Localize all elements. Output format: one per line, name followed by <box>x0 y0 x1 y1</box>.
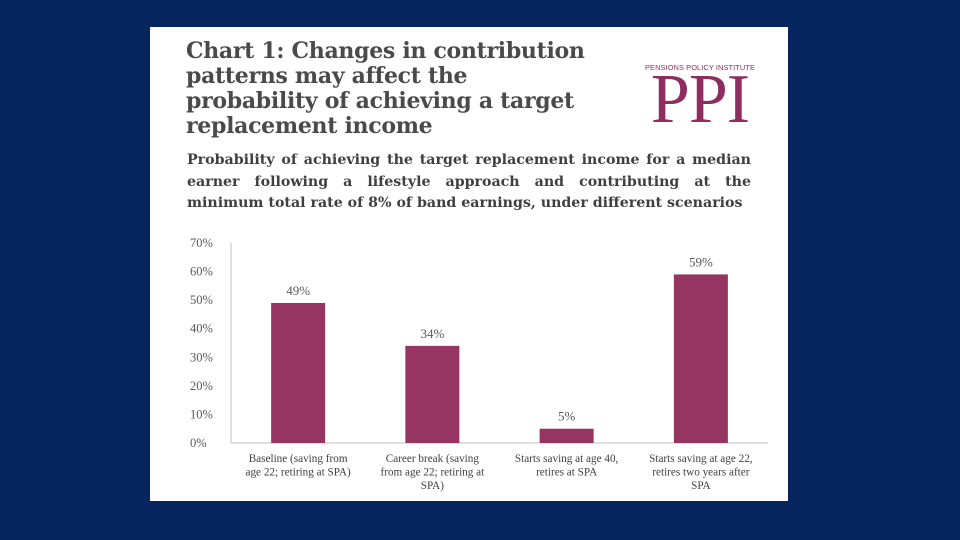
slide-title: Chart 1: Changes in contribution pattern… <box>186 39 626 139</box>
category-label: Starts saving at age 22, retires two year… <box>649 453 753 492</box>
logo-small-text: PENSIONS POLICY INSTITUTE <box>645 63 755 72</box>
y-tick-label: 10% <box>190 407 213 421</box>
category-label-line: retires two years after <box>652 467 749 479</box>
data-label: 5% <box>558 409 576 424</box>
slide-title-line: Chart 1: Changes in contribution <box>186 38 585 64</box>
category-label-line: SPA) <box>421 480 444 492</box>
category-label-line: Starts saving at age 22, <box>649 453 753 465</box>
ppi-logo: PENSIONS POLICY INSTITUTE PPI <box>638 63 762 135</box>
category-label-line: Baseline (saving from <box>249 453 348 465</box>
bar <box>539 428 594 443</box>
data-label: 59% <box>689 254 713 269</box>
y-tick-label: 50% <box>190 293 213 307</box>
y-tick-label: 60% <box>190 265 213 279</box>
bar-chart: 0% 10% 20% 30% 40% 50% 60% 70% 49% Baseline (savi… <box>190 236 768 492</box>
bar <box>271 303 326 443</box>
slide-title-line: patterns may affect the <box>186 63 468 89</box>
bar <box>405 345 460 443</box>
chart-title: Probability of achieving the target repl… <box>187 152 751 211</box>
y-tick-label: 30% <box>190 350 213 364</box>
slide-title-line: replacement income <box>186 113 433 139</box>
logo-big-text: PPI <box>650 61 750 138</box>
category-label-line: SPA <box>691 480 711 492</box>
data-label: 34% <box>420 326 444 341</box>
y-tick-label: 70% <box>190 236 213 250</box>
y-tick-label: 40% <box>190 322 213 336</box>
slide-title-line: probability of achieving a target <box>186 88 574 114</box>
bar <box>673 274 728 443</box>
category-label-line: age 22; retiring at SPA) <box>246 467 352 479</box>
category-label-line: Career break (saving <box>386 453 480 465</box>
y-tick-label: 0% <box>190 436 207 450</box>
category-label-line: from age 22; retiring at <box>380 467 485 479</box>
category-label: Starts saving at age 40, retires at SPA <box>515 453 619 479</box>
y-tick-label: 20% <box>190 379 213 393</box>
slide-panel: Chart 1: Changes in contribution pattern… <box>150 27 788 501</box>
category-label-line: retires at SPA <box>536 467 597 479</box>
category-label-line: Starts saving at age 40, <box>515 453 619 465</box>
category-label: Baseline (saving from age 22; retiring at… <box>246 453 352 479</box>
data-label: 49% <box>286 283 310 298</box>
category-label: Career break (saving from age 22; retirin… <box>380 453 485 492</box>
